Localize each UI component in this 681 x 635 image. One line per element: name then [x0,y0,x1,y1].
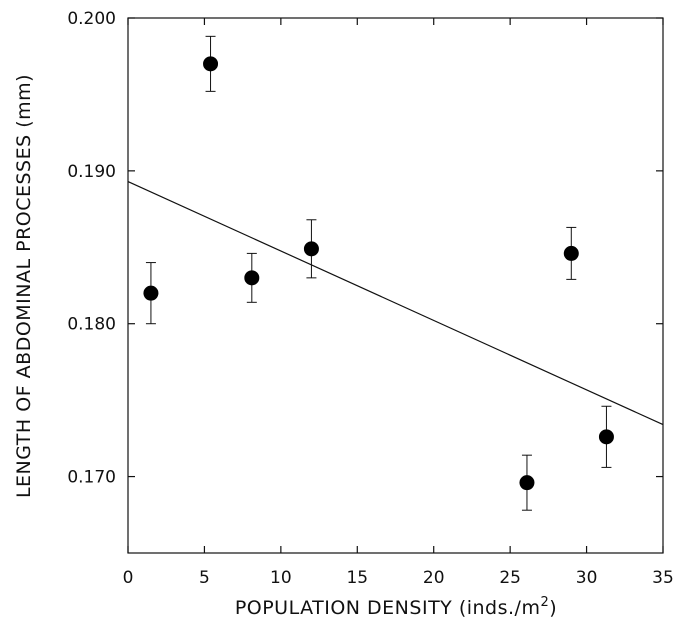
x-tick-label: 10 [270,568,292,588]
x-tick-label: 20 [423,568,445,588]
x-axis-label-suffix: ) [549,597,557,619]
data-point [563,245,579,261]
x-tick-label: 30 [576,568,598,588]
data-point [303,241,319,257]
x-axis-label: POPULATION DENSITY (inds./m2) [235,595,557,619]
y-axis-ticks: 0.170 0.180 0.190 0.200 [67,9,663,488]
x-axis-ticks: 0 5 10 15 20 25 30 35 [123,18,674,588]
data-point [519,475,535,491]
y-tick-label: 0.200 [67,9,116,29]
data-point [203,56,219,72]
trend-line [127,181,664,426]
y-tick-label: 0.170 [67,468,116,488]
x-axis-label-superscript: 2 [540,595,549,610]
y-axis-label: LENGTH OF ABDOMINAL PROCESSES (mm) [13,74,35,498]
trend-line-group [127,181,664,426]
data-point [143,285,159,301]
y-tick-label: 0.180 [67,315,116,335]
y-tick-label: 0.190 [67,162,116,182]
data-point [598,429,614,445]
x-tick-label: 25 [499,568,521,588]
plot-frame [127,17,664,554]
data-points [143,35,614,511]
x-tick-label: 35 [652,568,674,588]
data-point [244,270,260,286]
x-tick-label: 15 [346,568,368,588]
x-tick-label: 0 [123,568,134,588]
x-tick-label: 5 [199,568,210,588]
